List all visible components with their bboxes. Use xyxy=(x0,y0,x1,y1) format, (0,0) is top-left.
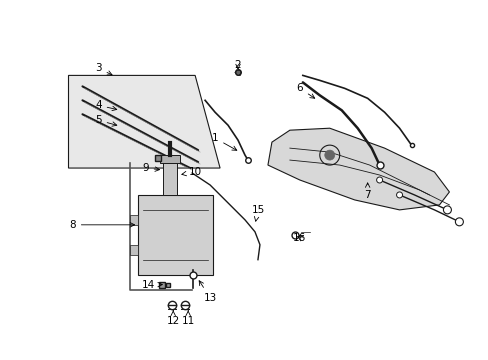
Polygon shape xyxy=(68,75,220,168)
Text: 15: 15 xyxy=(251,205,264,221)
Text: 7: 7 xyxy=(364,183,370,200)
Text: 16: 16 xyxy=(293,233,306,243)
Bar xyxy=(130,215,138,225)
Bar xyxy=(160,155,180,163)
Circle shape xyxy=(324,150,334,160)
Text: 12: 12 xyxy=(166,311,180,327)
Text: 5: 5 xyxy=(95,115,117,126)
Text: 13: 13 xyxy=(199,281,216,302)
Text: 2: 2 xyxy=(234,60,241,71)
Circle shape xyxy=(454,218,463,226)
Text: 9: 9 xyxy=(142,163,159,173)
Text: 10: 10 xyxy=(182,167,201,177)
Text: 6: 6 xyxy=(296,84,314,98)
Bar xyxy=(130,245,138,255)
Bar xyxy=(138,195,213,275)
Bar xyxy=(163,163,177,195)
Polygon shape xyxy=(267,128,448,210)
Circle shape xyxy=(443,206,450,214)
Text: 1: 1 xyxy=(211,133,236,150)
Circle shape xyxy=(376,177,382,183)
Circle shape xyxy=(396,192,402,198)
Text: 4: 4 xyxy=(95,100,117,111)
Text: 8: 8 xyxy=(69,220,134,230)
Text: 14: 14 xyxy=(142,280,162,289)
Text: 3: 3 xyxy=(95,63,112,75)
Text: 11: 11 xyxy=(181,311,194,327)
